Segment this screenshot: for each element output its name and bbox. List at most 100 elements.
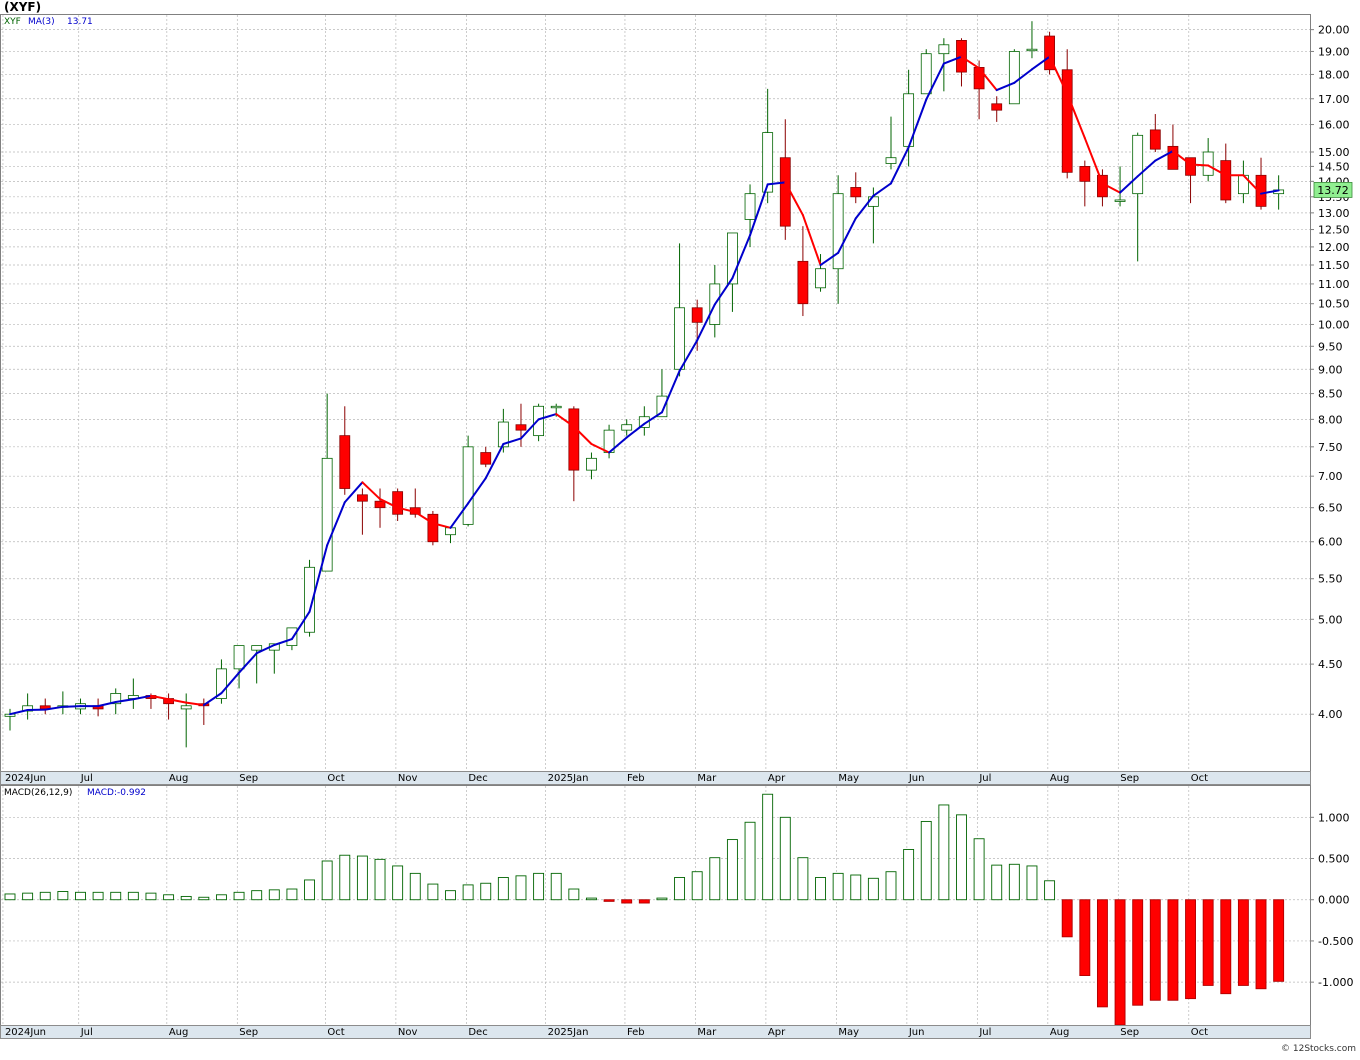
macd-legend-value: MACD:-0.992: [87, 788, 146, 798]
candle: [710, 265, 720, 337]
month-label: Apr: [768, 1027, 786, 1038]
candle: [40, 699, 50, 715]
macd-bar: [710, 858, 720, 900]
macd-bar: [23, 893, 33, 900]
candle: [164, 693, 174, 719]
macd-bar: [393, 866, 403, 900]
ma-segment: [1191, 164, 1209, 165]
candlestick-series: [5, 21, 1284, 747]
price-tick-label: 10.00: [1318, 318, 1350, 331]
macd-bar: [269, 890, 279, 900]
macd-bar: [216, 895, 226, 900]
macd-bar: [1080, 900, 1090, 976]
price-tick-label: 17.00: [1318, 93, 1350, 106]
candle-body: [992, 104, 1002, 110]
price-tick-label: 8.00: [1318, 413, 1343, 426]
candle-body: [463, 447, 473, 525]
candle-body: [1009, 51, 1019, 103]
candle: [727, 233, 737, 312]
month-label: May: [838, 773, 859, 784]
month-label: Sep: [239, 773, 258, 784]
month-label: Feb: [627, 1027, 645, 1038]
price-panel-frame: [1, 15, 1311, 772]
month-label: 2025Jan: [548, 1027, 589, 1038]
month-label: Oct: [327, 1027, 344, 1038]
month-label: Mar: [697, 773, 717, 784]
price-tick-label: 12.00: [1318, 241, 1350, 254]
macd-tick-label: 0.000: [1318, 894, 1350, 907]
price-tick-label: 12.50: [1318, 224, 1350, 237]
month-label: Jun: [908, 773, 925, 784]
grid-lines: [1, 15, 1310, 1025]
macd-bar: [780, 817, 790, 899]
candle: [1062, 49, 1072, 178]
macd-bar: [1027, 866, 1037, 900]
candle: [780, 119, 790, 240]
macd-tick-label: 0.500: [1318, 853, 1350, 866]
candle: [357, 489, 367, 535]
macd-bar: [551, 873, 561, 899]
month-label: Dec: [468, 773, 487, 784]
month-label: 2024Jun: [5, 1027, 46, 1038]
candle-body: [586, 458, 596, 470]
candle-body: [692, 308, 702, 323]
macd-bar: [816, 877, 826, 899]
month-label: Jul: [978, 1027, 991, 1038]
last-price-marker: 13.72: [1314, 182, 1352, 197]
candle-body: [534, 406, 544, 435]
candle: [1080, 161, 1090, 207]
macd-bar: [498, 877, 508, 899]
candle: [393, 489, 403, 521]
macd-bar: [921, 821, 931, 899]
ma-segment: [662, 371, 680, 412]
macd-bar: [974, 839, 984, 900]
candle: [569, 406, 579, 501]
candle-body: [428, 514, 438, 541]
candle-body: [816, 269, 826, 288]
candle-body: [1168, 146, 1178, 169]
price-tick-label: 19.00: [1318, 45, 1350, 58]
month-label: 2024Jun: [5, 773, 46, 784]
candle-body: [1186, 158, 1196, 176]
candle-body: [1203, 152, 1213, 175]
macd-bar: [146, 893, 156, 900]
price-tick-label: 11.00: [1318, 278, 1350, 291]
price-tick-label: 18.00: [1318, 68, 1350, 81]
candle: [1027, 21, 1037, 58]
candle: [622, 419, 632, 435]
month-label: May: [838, 1027, 859, 1038]
macd-bar: [1097, 900, 1107, 1007]
macd-bar: [40, 892, 50, 899]
candle-body: [622, 425, 632, 430]
macd-bar: [868, 878, 878, 899]
macd-bar: [375, 859, 385, 899]
macd-bar: [199, 897, 209, 899]
price-tick-label: 13.00: [1318, 207, 1350, 220]
candle-body: [181, 706, 191, 709]
candle-body: [287, 628, 297, 646]
candle-body: [1115, 200, 1125, 202]
macd-bar: [904, 849, 914, 899]
macd-tick-label: -0.500: [1318, 935, 1353, 948]
macd-bar: [234, 892, 244, 899]
macd-bar: [516, 876, 526, 900]
candle: [463, 436, 473, 527]
ma-segment: [856, 196, 874, 219]
macd-bar: [1274, 900, 1284, 982]
macd-bar: [5, 894, 15, 900]
candle-body: [569, 409, 579, 470]
macd-bar: [569, 889, 579, 900]
macd-bar: [340, 855, 350, 900]
candle: [1045, 32, 1055, 75]
macd-bar: [1115, 900, 1125, 1025]
watermark: © 12Stocks.com: [1281, 1044, 1356, 1054]
macd-bar: [181, 896, 191, 899]
macd-bar: [1186, 900, 1196, 999]
month-label: Dec: [468, 1027, 487, 1038]
month-label: Nov: [398, 1027, 418, 1038]
candle: [1115, 166, 1125, 206]
ma-segment: [10, 710, 28, 714]
candle: [1009, 49, 1019, 104]
candle: [956, 38, 966, 86]
